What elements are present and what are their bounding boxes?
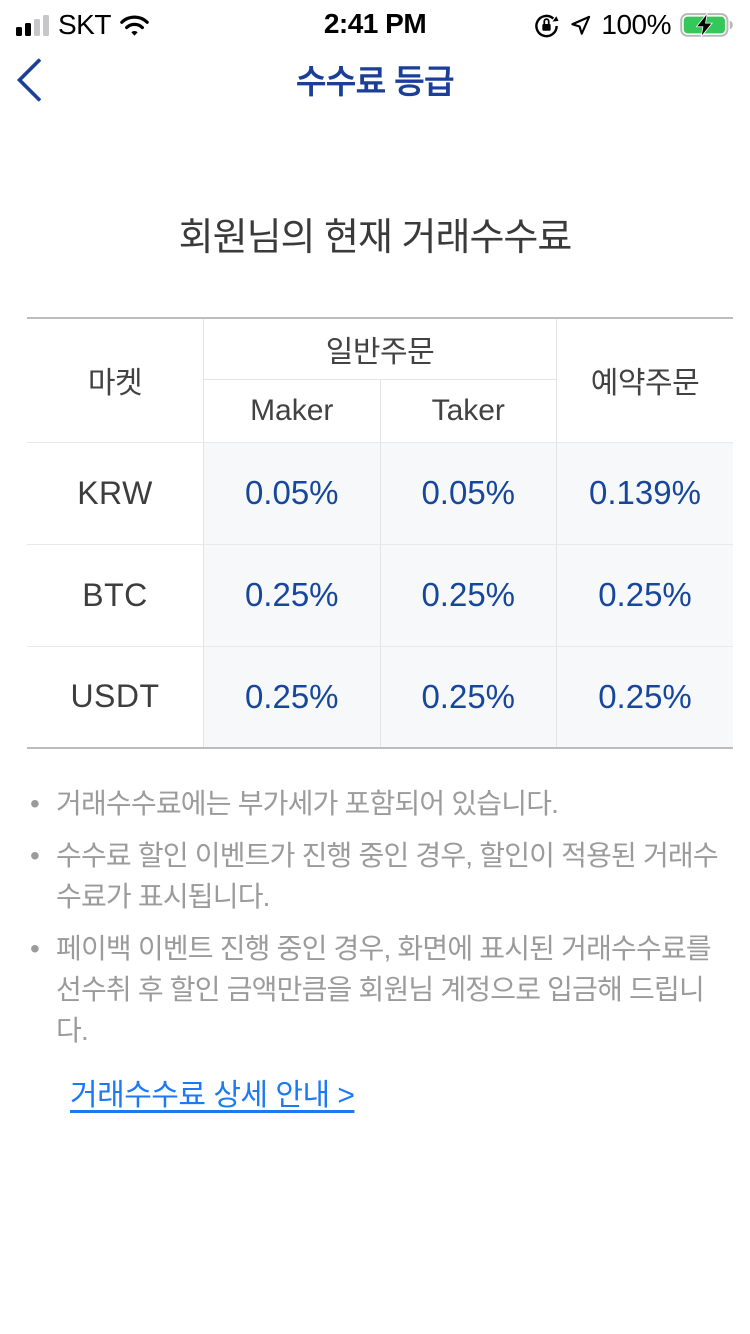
- note-item: • 페이백 이벤트 진행 중인 경우, 화면에 표시된 거래수수료를 선수취 후…: [30, 928, 724, 1051]
- table-row-btc: BTC 0.25% 0.25% 0.25%: [27, 543, 733, 646]
- market-label: USDT: [27, 645, 204, 748]
- fee-notes: • 거래수수료에는 부가세가 포함되어 있습니다. • 수수료 할인 이벤트가 …: [30, 783, 724, 1114]
- market-label: BTC: [27, 543, 204, 646]
- cellular-signal-icon: [16, 14, 50, 36]
- reserved-fee-value: 0.25%: [556, 543, 733, 646]
- nav-bar: 수수료 등급: [0, 44, 750, 114]
- note-text: 거래수수료에는 부가세가 포함되어 있습니다.: [56, 788, 559, 819]
- fee-detail-link[interactable]: 거래수수료 상세 안내 >: [70, 1079, 355, 1112]
- maker-fee-value: 0.05%: [203, 441, 381, 544]
- battery-percent-label: 100%: [601, 9, 671, 40]
- bullet-glyph: •: [30, 788, 40, 819]
- status-bar-left: SKT: [16, 9, 150, 41]
- col-header-market: 마켓: [27, 318, 204, 442]
- fee-table: 마켓 일반주문 예약주문 Maker Taker KRW 0.05% 0.05%…: [27, 317, 733, 749]
- location-arrow-icon: [569, 14, 592, 37]
- col-header-general-order: 일반주문: [203, 318, 557, 379]
- maker-fee-value: 0.25%: [203, 645, 381, 748]
- battery-charging-icon: [680, 12, 736, 38]
- page-title: 수수료 등급: [296, 63, 454, 100]
- col-header-maker: Maker: [203, 378, 381, 442]
- reserved-fee-value: 0.25%: [556, 645, 733, 748]
- carrier-label: SKT: [58, 9, 111, 40]
- status-bar: SKT 2:41 PM 100%: [0, 0, 750, 44]
- table-header-row-1: 마켓 일반주문 예약주문: [27, 318, 733, 442]
- rotation-lock-icon: [533, 12, 560, 39]
- market-label: KRW: [27, 441, 204, 544]
- taker-fee-value: 0.25%: [379, 543, 557, 646]
- reserved-fee-value: 0.139%: [556, 441, 733, 544]
- status-bar-right: 100%: [533, 9, 736, 41]
- col-header-reserved-order: 예약주문: [556, 318, 733, 442]
- table-row-usdt: USDT 0.25% 0.25% 0.25%: [27, 645, 733, 748]
- note-item: • 수수료 할인 이벤트가 진행 중인 경우, 할인이 적용된 거래수수료가 표…: [30, 835, 724, 917]
- table-row-krw: KRW 0.05% 0.05% 0.139%: [27, 441, 733, 544]
- maker-fee-value: 0.25%: [203, 543, 381, 646]
- chevron-left-icon: [15, 56, 45, 104]
- taker-fee-value: 0.05%: [379, 441, 557, 544]
- note-item: • 거래수수료에는 부가세가 포함되어 있습니다.: [30, 783, 724, 824]
- table-header-row-2: Maker Taker: [27, 378, 733, 442]
- wifi-icon: [119, 14, 150, 37]
- bullet-glyph: •: [30, 840, 40, 871]
- taker-fee-value: 0.25%: [379, 645, 557, 748]
- clock-label: 2:41 PM: [323, 8, 427, 39]
- col-header-taker: Taker: [379, 378, 557, 442]
- note-text: 페이백 이벤트 진행 중인 경우, 화면에 표시된 거래수수료를 선수취 후 할…: [56, 933, 712, 1046]
- bullet-glyph: •: [30, 933, 40, 964]
- back-button[interactable]: [13, 54, 57, 106]
- note-text: 수수료 할인 이벤트가 진행 중인 경우, 할인이 적용된 거래수수료가 표시됩…: [56, 840, 719, 912]
- fee-heading: 회원님의 현재 거래수수료: [178, 217, 573, 259]
